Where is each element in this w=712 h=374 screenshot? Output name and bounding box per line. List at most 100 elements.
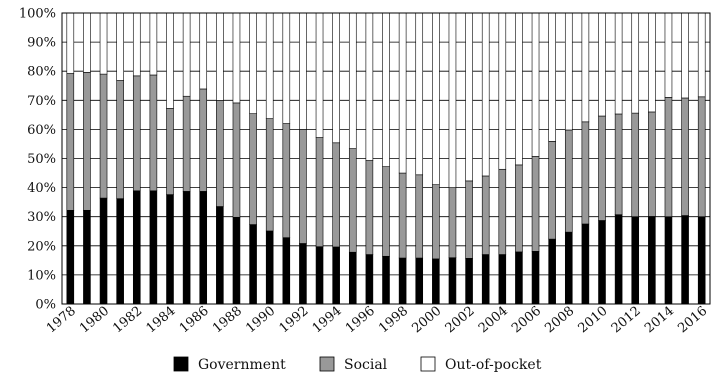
bar-segment-out-of-pocket-1994	[332, 12, 340, 144]
bar-segment-government-1979	[83, 209, 91, 305]
x-tick-label: 1984	[144, 304, 179, 337]
bar-segment-out-of-pocket-1984	[166, 12, 174, 109]
x-tick-label: 2008	[542, 304, 577, 337]
bar-segment-out-of-pocket-1998	[398, 12, 407, 174]
bar-segment-government-1980	[99, 197, 108, 305]
legend-label: Government	[198, 357, 286, 373]
y-tick-label: 50%	[27, 152, 56, 167]
bar-segment-out-of-pocket-2006	[531, 12, 540, 157]
bar-segment-government-2004	[498, 254, 507, 305]
bar-segment-out-of-pocket-1983	[149, 12, 158, 76]
bar-segment-out-of-pocket-2000	[432, 12, 440, 185]
bar-segment-social-2012	[631, 112, 640, 217]
x-tick-label: 1994	[310, 304, 345, 337]
bar-segment-social-1989	[249, 113, 257, 225]
y-tick-label: 10%	[27, 268, 56, 283]
bar-segment-government-1993	[315, 246, 324, 305]
x-tick-label: 1986	[177, 304, 212, 337]
bar-segment-government-2000	[432, 258, 440, 305]
bar-segment-social-2005	[515, 164, 523, 253]
y-tick-label: 0%	[35, 298, 56, 313]
bar-segment-social-2000	[432, 184, 440, 260]
bar-segment-social-1992	[299, 129, 307, 244]
legend-swatch	[319, 356, 335, 372]
x-tick-label: 1980	[77, 304, 112, 337]
x-tick-label: 2010	[576, 304, 611, 337]
legend-label: Social	[344, 357, 388, 373]
bar-segment-out-of-pocket-1978	[66, 12, 75, 74]
bar-segment-government-1987	[216, 206, 224, 305]
bar-segment-out-of-pocket-2013	[648, 12, 656, 113]
bar-segment-out-of-pocket-1999	[415, 12, 424, 176]
y-tick-label: 70%	[27, 94, 56, 109]
bar-segment-government-1989	[249, 224, 257, 305]
bar-segment-out-of-pocket-1989	[249, 12, 257, 114]
bar-segment-government-1990	[265, 230, 274, 305]
bar-segment-government-1992	[299, 243, 307, 305]
y-tick-label: 30%	[27, 210, 56, 225]
y-tick-label: 20%	[27, 239, 56, 254]
bar-segment-out-of-pocket-1996	[365, 12, 374, 161]
x-tick-label: 2000	[409, 304, 444, 337]
bar-segment-out-of-pocket-2010	[598, 12, 606, 117]
bar-segment-government-2001	[448, 257, 457, 305]
bar-segment-social-2008	[564, 129, 573, 233]
bar-segment-social-2007	[548, 141, 556, 240]
bar-segment-government-1986	[199, 191, 208, 305]
bar-segment-out-of-pocket-1990	[265, 12, 274, 119]
bar-segment-government-1981	[116, 198, 124, 305]
bar-segment-out-of-pocket-1988	[232, 12, 241, 104]
bar-segment-out-of-pocket-2009	[581, 12, 590, 123]
legend: Government Social Out-of-pocket	[173, 356, 542, 373]
bar-segment-social-2009	[581, 121, 590, 225]
bar-segment-out-of-pocket-2008	[564, 12, 573, 131]
y-tick-label: 40%	[27, 181, 56, 196]
bar-segment-out-of-pocket-1992	[299, 12, 307, 130]
y-tick-label: 90%	[27, 36, 56, 51]
x-tick-label: 2014	[642, 304, 677, 337]
bar-segment-out-of-pocket-2001	[448, 12, 457, 188]
y-axis: 0% 10% 20% 30% 40% 50% 60% 70% 80% 90% 100%	[19, 7, 56, 313]
bar-segment-social-1987	[216, 100, 224, 207]
bar-segment-government-2002	[465, 258, 473, 305]
bar-segment-government-1991	[282, 237, 291, 305]
bar-segment-government-1984	[166, 194, 174, 305]
bar-segment-out-of-pocket-1991	[282, 12, 291, 124]
bar-segment-government-2012	[631, 216, 640, 305]
bar-segment-out-of-pocket-2016	[697, 12, 706, 98]
bar-segment-government-2008	[564, 231, 573, 305]
bars	[66, 12, 706, 305]
bar-segment-government-2006	[531, 251, 540, 305]
x-tick-label: 2016	[675, 304, 710, 337]
x-tick-label: 2002	[443, 304, 478, 337]
bar-segment-out-of-pocket-1993	[315, 12, 324, 138]
bar-segment-government-2015	[681, 215, 689, 305]
bar-segment-social-1991	[282, 123, 291, 238]
bar-segment-government-1983	[149, 190, 158, 305]
bar-segment-out-of-pocket-2014	[664, 12, 673, 98]
bar-segment-government-1985	[182, 191, 191, 305]
bar-segment-social-1996	[365, 160, 374, 255]
bar-segment-social-2014	[664, 97, 673, 217]
x-tick-label: 2012	[609, 304, 644, 337]
bar-segment-social-1998	[398, 172, 407, 259]
bar-segment-social-2004	[498, 168, 507, 255]
bar-segment-out-of-pocket-2015	[681, 12, 689, 99]
bar-segment-out-of-pocket-2005	[515, 12, 523, 166]
x-tick-label: 1982	[110, 304, 145, 337]
bar-segment-government-2014	[664, 216, 673, 305]
bar-segment-government-1982	[132, 190, 141, 305]
bar-segment-out-of-pocket-2012	[631, 12, 640, 114]
bar-segment-government-1995	[348, 251, 357, 305]
bar-segment-social-1984	[166, 108, 174, 195]
bar-segment-out-of-pocket-1980	[99, 12, 108, 75]
bar-segment-government-1997	[382, 255, 390, 305]
bar-segment-out-of-pocket-1986	[199, 12, 208, 90]
bar-segment-government-2005	[515, 251, 523, 305]
bar-segment-social-2006	[531, 156, 540, 252]
bar-segment-social-1986	[199, 88, 208, 192]
bar-segment-out-of-pocket-1985	[182, 12, 191, 97]
y-tick-label: 60%	[27, 123, 56, 138]
bar-segment-social-1979	[83, 72, 91, 211]
